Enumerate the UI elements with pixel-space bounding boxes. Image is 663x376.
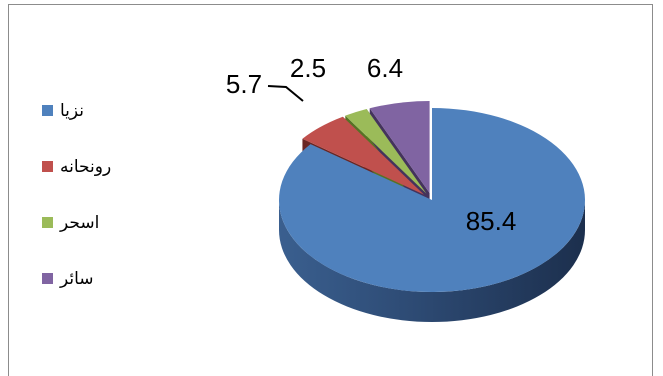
slice-1 [302,116,424,195]
legend-label-0: نزيا [60,101,84,121]
slice-side-0 [279,200,585,322]
legend-label-2: اسحر [59,213,99,233]
data-label-1: 5.7 [226,69,262,99]
slice-2 [345,108,427,194]
slice-0 [279,108,585,292]
legend-swatch-2 [42,217,53,228]
legend-swatch-1 [42,161,53,172]
leader-line [267,85,304,102]
data-label-2: 2.5 [290,53,326,83]
slice-3 [369,100,430,193]
legend: نزيا رونحانه اسحر سائر [42,101,111,289]
data-label-0: 85.4 [466,206,517,236]
legend-label-3: سائر [59,269,94,289]
legend-label-1: رونحانه [60,157,111,177]
legend-swatch-3 [42,273,53,284]
data-label-3: 6.4 [367,53,403,83]
legend-swatch-0 [42,105,53,116]
